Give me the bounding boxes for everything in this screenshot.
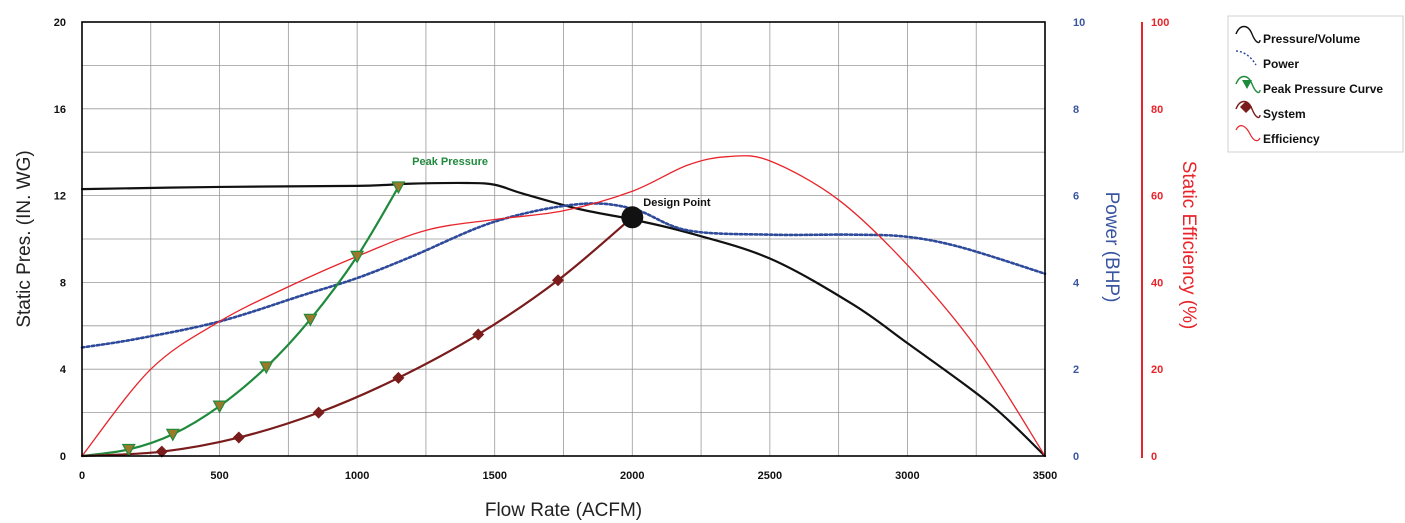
peak-pressure-annotation: Peak Pressure	[412, 156, 488, 168]
design-point-annotation: Design Point	[643, 197, 711, 209]
series-pressure-volume	[80, 181, 1047, 458]
peak-pressure-marker	[212, 400, 227, 414]
system-marker	[312, 406, 325, 419]
system-marker	[232, 431, 245, 444]
y-power-tick-label: 0	[1073, 451, 1079, 463]
legend-label: Efficiency	[1263, 132, 1320, 146]
legend-label: Pressure/Volume	[1263, 32, 1360, 46]
y-efficiency-tick-label: 100	[1151, 17, 1169, 29]
legend-symbol-power	[1235, 50, 1257, 66]
legend-symbol-system	[1235, 100, 1261, 119]
y-efficiency-tick-label: 20	[1151, 364, 1163, 376]
legend-label: System	[1263, 107, 1306, 121]
x-tick-label: 1000	[345, 470, 369, 482]
y-left-tick-label: 0	[60, 451, 66, 463]
legend-symbol-efficiency	[1235, 125, 1261, 142]
series-peak-pressure	[80, 185, 400, 458]
x-axis-title: Flow Rate (ACFM)	[485, 500, 642, 521]
y-power-tick-label: 6	[1073, 191, 1079, 203]
x-tick-label: 0	[79, 470, 85, 482]
legend-marker-system	[1240, 101, 1252, 113]
peak-pressure-marker	[391, 181, 406, 195]
x-tick-label: 500	[210, 470, 228, 482]
series-power	[80, 202, 1047, 349]
system-marker	[551, 274, 564, 287]
markers-layer	[121, 181, 644, 458]
y-power-tick-label: 4	[1073, 277, 1080, 289]
y-power-tick-label: 10	[1073, 17, 1085, 29]
y-efficiency-axis-title: Static Efficiency (%)	[1178, 161, 1199, 330]
y-left-tick-label: 12	[54, 191, 66, 203]
y-efficiency-tick-label: 80	[1151, 104, 1163, 116]
y-efficiency-tick-label: 0	[1151, 451, 1157, 463]
x-tick-label: 3500	[1033, 470, 1057, 482]
y-left-axis-title: Static Pres. (IN. WG)	[14, 150, 35, 327]
design-point-marker	[621, 206, 644, 229]
series-system	[80, 216, 634, 458]
x-tick-label: 2500	[758, 470, 782, 482]
legend-marker-peak-pressure	[1242, 80, 1252, 89]
legend-item-peak-pressure	[1235, 75, 1261, 94]
y-power-tick-label: 2	[1073, 364, 1079, 376]
plot-frame	[81, 21, 1046, 457]
annotations-layer: Peak Pressure Design Point	[412, 156, 711, 209]
legend-label: Peak Pressure Curve	[1263, 82, 1383, 96]
y-left-tick-label: 20	[54, 17, 66, 29]
series-efficiency	[81, 155, 1046, 457]
legend-item-system	[1235, 100, 1261, 119]
system-marker	[155, 445, 168, 458]
legend: Pressure/Volume Power Peak Pressure Curve S…	[1227, 15, 1404, 153]
peak-pressure-marker	[303, 313, 318, 327]
legend-symbol-pressure-volume	[1235, 25, 1261, 44]
y-efficiency-tick-label: 40	[1151, 277, 1163, 289]
grid-lines	[82, 22, 1045, 456]
legend-item-power	[1235, 50, 1257, 66]
y-left-tick-label: 16	[54, 104, 66, 116]
y-power-axis-title: Power (BHP)	[1101, 192, 1122, 303]
x-tick-label: 2000	[620, 470, 644, 482]
y-efficiency-tick-label: 60	[1151, 191, 1163, 203]
legend-box	[1227, 15, 1404, 153]
peak-pressure-marker	[259, 361, 274, 375]
peak-pressure-marker	[165, 428, 180, 442]
legend-item-efficiency	[1235, 125, 1261, 142]
legend-item-pressure-volume	[1235, 25, 1261, 44]
y-left-tick-label: 8	[60, 277, 66, 289]
system-marker	[472, 328, 485, 341]
x-tick-label: 3000	[895, 470, 919, 482]
plot-border	[81, 21, 1046, 457]
system-marker	[392, 371, 405, 384]
legend-symbol-peak-pressure	[1235, 75, 1261, 94]
x-tick-label: 1500	[482, 470, 506, 482]
legend-label: Power	[1263, 57, 1299, 71]
y-power-tick-label: 8	[1073, 104, 1079, 116]
y-left-tick-label: 4	[60, 364, 67, 376]
peak-pressure-marker	[121, 443, 136, 457]
peak-pressure-marker	[350, 250, 365, 264]
